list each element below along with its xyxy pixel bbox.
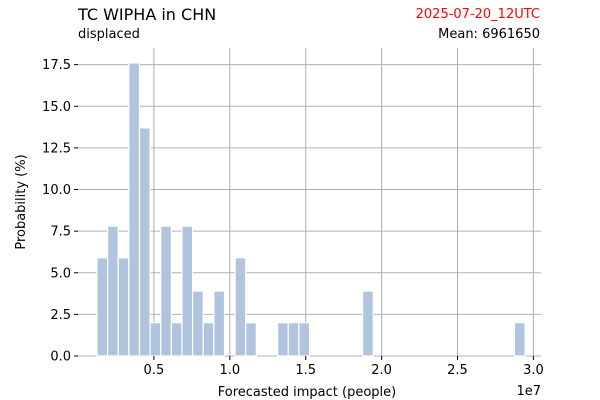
forecast-date: 2025-07-20_12UTC bbox=[415, 7, 540, 22]
histogram-bar bbox=[170, 322, 183, 357]
chart-subtitle: displaced bbox=[78, 27, 140, 42]
chart-title: TC WIPHA in CHN bbox=[78, 5, 217, 24]
histogram-bar bbox=[277, 322, 289, 357]
x-tick-label: 1.5 bbox=[295, 363, 316, 378]
mean-label: Mean: bbox=[438, 27, 478, 42]
histogram-bar bbox=[287, 322, 300, 357]
x-tick-label: 0.5 bbox=[144, 363, 165, 378]
histogram-bar bbox=[213, 290, 226, 357]
histogram-bar bbox=[96, 257, 109, 357]
histogram-bar bbox=[513, 322, 526, 357]
y-tick-label: 17.5 bbox=[42, 58, 71, 73]
histogram-bar bbox=[128, 62, 141, 357]
bar-layer bbox=[96, 62, 526, 357]
histogram-bar bbox=[192, 290, 204, 357]
histogram-bar bbox=[202, 322, 215, 357]
histogram-bar bbox=[234, 257, 247, 357]
x-axis-label: Forecasted impact (people) bbox=[218, 385, 396, 400]
histogram-bar bbox=[362, 290, 374, 357]
y-tick-label: 12.5 bbox=[42, 141, 71, 156]
y-tick-label: 2.5 bbox=[50, 308, 71, 323]
histogram-bar bbox=[149, 322, 162, 357]
y-axis-label: Probability (%) bbox=[14, 154, 29, 249]
x-tick-label: 2.5 bbox=[447, 363, 468, 378]
histogram-bar bbox=[117, 257, 130, 357]
x-tick-label: 1.0 bbox=[219, 363, 240, 378]
x-axis-offset-label: 1e7 bbox=[516, 384, 541, 399]
histogram-bar bbox=[160, 225, 172, 357]
grid-layer bbox=[78, 48, 541, 357]
histogram-bar bbox=[138, 127, 151, 357]
y-tick-label: 10.0 bbox=[42, 183, 71, 198]
x-tick-label: 2.0 bbox=[371, 363, 392, 378]
y-tick-label: 15.0 bbox=[42, 100, 71, 115]
histogram-bar bbox=[245, 322, 257, 357]
histogram-bar bbox=[181, 225, 194, 357]
tick-layer: 0.0 2.5 5.0 7.5 10.0 12.5 15.0 17.5 0.5 1.0 1.5 2.0… bbox=[42, 58, 544, 378]
y-tick-label: 7.5 bbox=[50, 225, 71, 240]
y-tick-label: 0.0 bbox=[50, 350, 71, 365]
histogram-bar bbox=[298, 322, 311, 357]
x-tick-label: 3.0 bbox=[523, 363, 544, 378]
mean-readout: Mean: 6961650 bbox=[438, 27, 540, 42]
y-tick-label: 5.0 bbox=[50, 266, 71, 281]
mean-value: 6961650 bbox=[482, 27, 540, 42]
histogram-bar bbox=[107, 225, 119, 357]
